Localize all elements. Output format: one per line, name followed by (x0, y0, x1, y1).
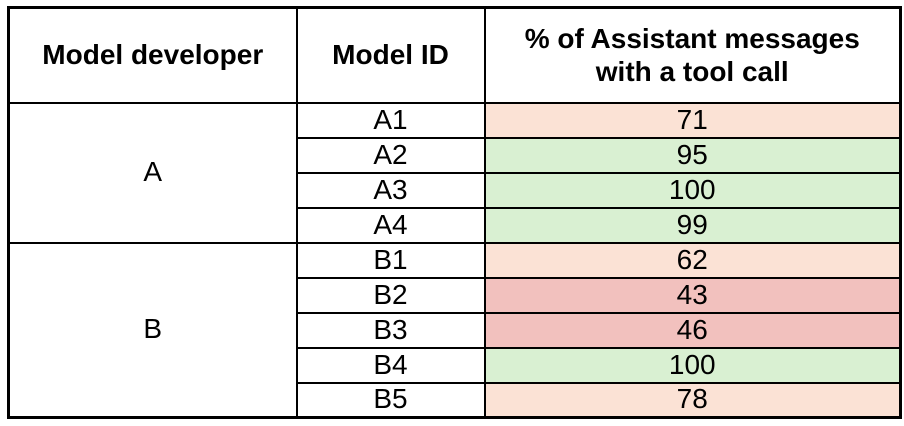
developer-cell-a: A (7, 101, 298, 244)
model-id-cell: B3 (295, 311, 486, 349)
model-id-cell: A4 (295, 206, 486, 244)
tool-call-pct-cell: 100 (483, 346, 902, 384)
model-id-cell: B1 (295, 241, 486, 279)
table-row: B B1 62 (7, 241, 902, 419)
tool-call-table-container: Model developer Model ID % of Assistant … (7, 6, 902, 419)
col-header-tool-call-pct: % of Assistant messages with a tool call (483, 6, 902, 104)
developer-cell-b: B (7, 241, 298, 419)
table-row: B2 43 (9, 276, 902, 314)
tool-call-table: Model developer Model ID % of Assistant … (7, 6, 902, 419)
model-id-cell: B2 (295, 276, 486, 314)
tool-call-pct-cell: 100 (483, 171, 902, 209)
table-row: B3 46 (9, 311, 902, 349)
table-row: B5 78 (9, 381, 902, 419)
table-row: A4 99 (9, 206, 902, 244)
model-id-cell: A2 (295, 136, 486, 174)
col-header-model-id: Model ID (295, 6, 486, 104)
tool-call-pct-cell: 71 (483, 101, 902, 139)
model-id-cell: B4 (295, 346, 486, 384)
tool-call-pct-cell: 78 (483, 381, 902, 419)
col-header-model-developer: Model developer (7, 6, 298, 104)
table-row: B4 100 (9, 346, 902, 384)
table-row: A2 95 (9, 136, 902, 174)
tool-call-pct-cell: 62 (483, 241, 902, 279)
tool-call-pct-cell: 46 (483, 311, 902, 349)
tool-call-pct-cell: 95 (483, 136, 902, 174)
table-row: A A1 71 (7, 101, 902, 244)
model-id-cell: A1 (295, 101, 486, 139)
model-id-cell: B5 (295, 381, 486, 419)
table-row: A3 100 (9, 171, 902, 209)
model-id-cell: A3 (295, 171, 486, 209)
tool-call-pct-cell: 43 (483, 276, 902, 314)
tool-call-pct-cell: 99 (483, 206, 902, 244)
header-row: Model developer Model ID % of Assistant … (7, 6, 902, 104)
